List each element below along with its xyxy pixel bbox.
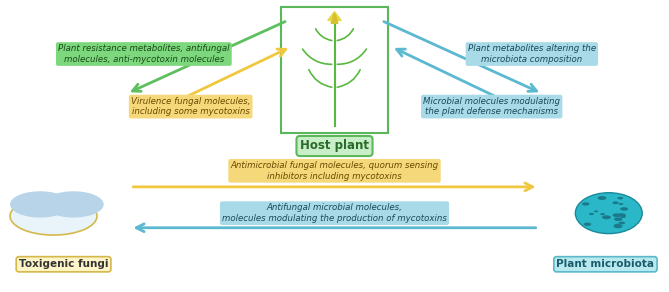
Circle shape [597,196,606,200]
Circle shape [600,213,605,215]
Circle shape [620,215,626,218]
Polygon shape [328,12,341,20]
Circle shape [617,197,623,199]
Text: Microbial molecules modulating
the plant defense mechanisms: Microbial molecules modulating the plant… [423,97,560,116]
Circle shape [613,213,621,217]
Circle shape [617,213,626,217]
Text: Toxigenic fungi: Toxigenic fungi [19,259,108,269]
Circle shape [619,222,625,224]
Text: Host plant: Host plant [300,140,369,152]
Text: Antimicrobial fungal molecules, quorum sensing
inhibitors including mycotoxins: Antimicrobial fungal molecules, quorum s… [230,161,439,180]
Circle shape [602,215,611,219]
Circle shape [10,197,97,235]
Circle shape [10,191,70,218]
FancyBboxPatch shape [281,7,388,133]
Circle shape [619,203,624,205]
Circle shape [583,223,591,226]
Circle shape [582,202,589,206]
Circle shape [615,224,620,226]
Polygon shape [331,13,338,23]
Circle shape [594,211,598,212]
Circle shape [613,224,623,228]
Ellipse shape [575,193,642,234]
Circle shape [43,191,104,218]
Circle shape [620,207,628,211]
Text: Plant microbiota: Plant microbiota [557,259,654,269]
Text: Virulence fungal molecules,
including some mycotoxins: Virulence fungal molecules, including so… [131,97,250,116]
Circle shape [589,213,594,215]
Text: Plant metabolites altering the
microbiota composition: Plant metabolites altering the microbiot… [468,44,596,64]
Text: Plant resistance metabolites, antifungal
molecules, anti-mycotoxin molecules: Plant resistance metabolites, antifungal… [58,44,229,64]
Circle shape [612,201,619,204]
Text: Antifungal microbial molecules,
molecules modulating the production of mycotoxin: Antifungal microbial molecules, molecule… [222,204,447,223]
Circle shape [614,217,622,221]
